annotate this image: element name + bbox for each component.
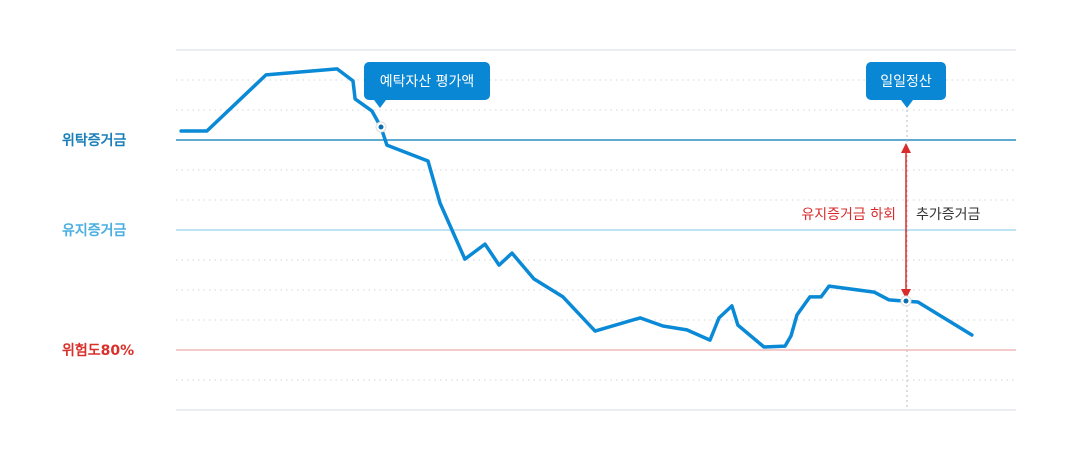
reference-label: 위탁증거금 <box>62 132 127 149</box>
marker-dot <box>378 124 384 130</box>
marker-dot <box>903 298 909 304</box>
callout-text: 일일정산 <box>880 74 932 90</box>
gap-arrow <box>901 143 911 299</box>
callout: 일일정산 <box>866 62 946 108</box>
reference-label: 위험도80% <box>62 342 134 359</box>
callout-pointer <box>374 100 386 108</box>
annotation: 추가증거금 <box>916 207 981 223</box>
callout-pointer <box>901 100 913 108</box>
reference-label: 유지증거금 <box>62 223 127 239</box>
plot <box>179 67 974 349</box>
arrow-head <box>901 143 911 153</box>
annotation: 유지증거금 하회 <box>801 207 896 223</box>
callout-box <box>364 62 490 100</box>
callout-box <box>866 62 946 100</box>
callout: 예탁자산 평가액 <box>364 62 490 108</box>
data-line <box>179 67 974 349</box>
arrow-head <box>901 289 911 299</box>
callout-text: 예탁자산 평가액 <box>380 74 475 90</box>
